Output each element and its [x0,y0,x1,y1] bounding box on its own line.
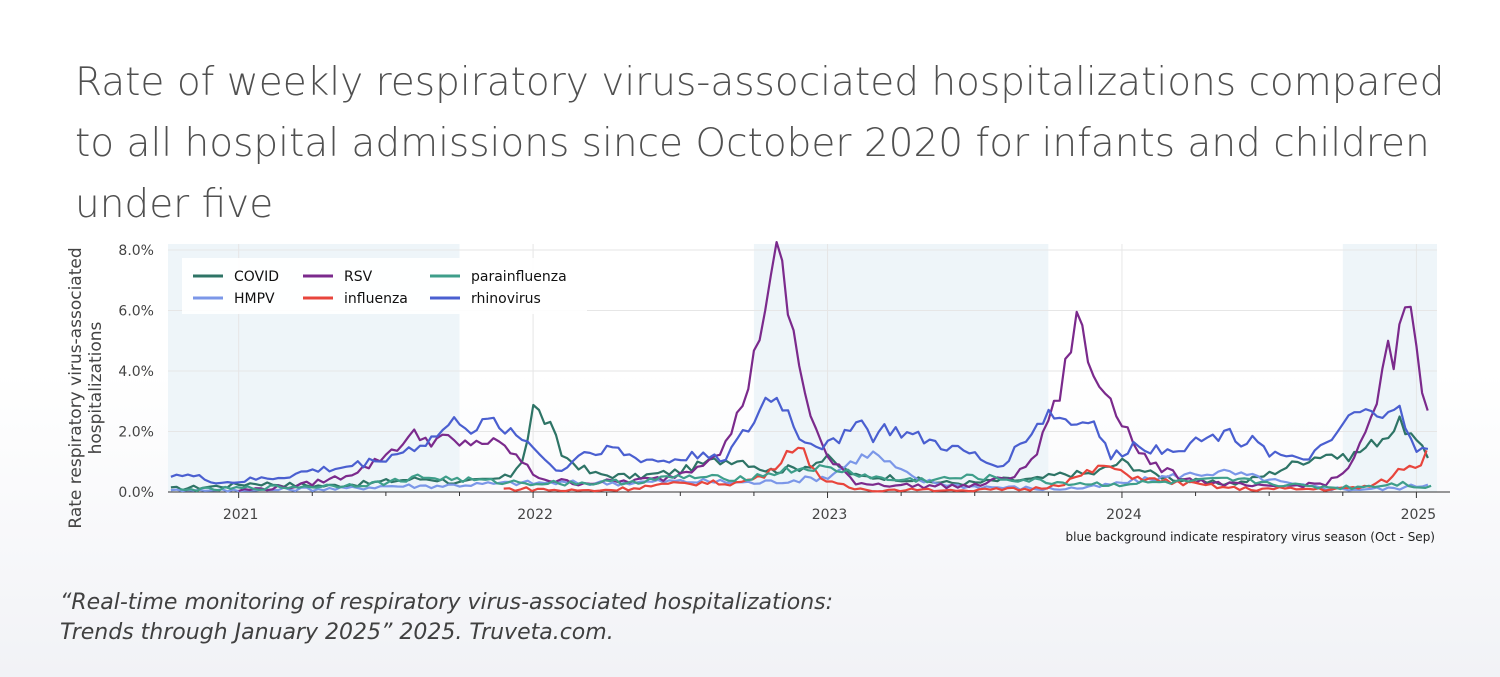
title-line-2: to all hospital admissions since October… [75,121,1430,166]
x-tick-label: 2023 [812,507,848,523]
legend-label-RSV: RSV [344,269,373,285]
series-line-COVID [170,403,1429,492]
season-annotation: blue background indicate respiratory vir… [1066,530,1435,544]
legend-label-rhinovirus: rhinovirus [471,291,541,307]
y-tick-label: 8.0% [118,243,154,259]
citation-line-1: “Real-time monitoring of respiratory vir… [60,590,834,615]
x-tick-label: 2021 [223,507,259,523]
series-line-influenza [503,446,1428,493]
season-band-2 [1342,244,1437,492]
y-tick-label: 4.0% [118,364,154,380]
y-axis-label-line-1: Rate respiratory virus-associated [66,247,86,528]
title-line-1: Rate of weekly respiratory virus-associa… [75,60,1445,105]
y-tick-label: 0.0% [118,485,154,501]
series-line-HMPV [170,450,1429,493]
hospitalization-chart: 0.0% 2.0% 4.0% 6.0% 8.0% 2021 2022 2023 2024 2025… [66,241,1450,544]
legend-label-COVID: COVID [234,269,279,285]
axes: 0.0% 2.0% 4.0% 6.0% 8.0% 2021 2022 2023 2024 2025 [118,243,1450,523]
legend-box [182,258,587,314]
legend-label-parainfluenza: parainfluenza [471,269,567,285]
legend-label-HMPV: HMPV [234,291,275,307]
series-line-parainfluenza [179,464,1432,493]
page-title: Rate of weekly respiratory virus-associa… [75,52,1455,235]
x-tick-label: 2025 [1401,507,1437,523]
title-line-3: under five [75,182,274,227]
y-tick-label: 6.0% [118,304,154,320]
y-axis-label-line-2: hospitalizations [86,321,106,454]
citation-line-2: Trends through January 2025” 2025. Truve… [60,620,614,645]
season-band-1 [753,244,1049,492]
legend-label-influenza: influenza [344,291,408,307]
x-tick-label: 2022 [517,507,553,523]
y-tick-label: 2.0% [118,425,154,441]
x-tick-label: 2024 [1106,507,1142,523]
series-line-rhinovirus [170,396,1429,485]
series-lines [170,241,1432,493]
citation: “Real-time monitoring of respiratory vir… [60,588,833,648]
legend: COVID RSV parainfluenza HMPV influenza rhinov… [182,258,587,314]
series-line-RSV [238,241,1429,493]
